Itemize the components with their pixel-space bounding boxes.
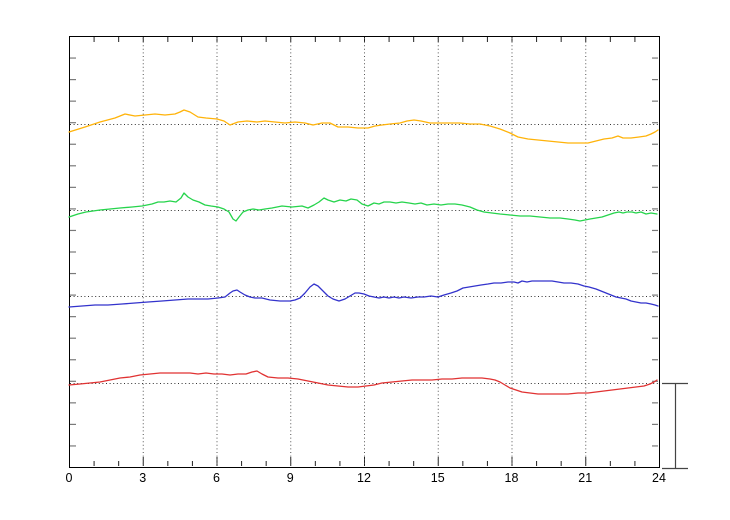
x-tick-label-3: 3 bbox=[139, 471, 147, 485]
x-tick-label-0: 0 bbox=[65, 471, 73, 485]
trace-H-line bbox=[68, 192, 658, 222]
trace-D-line bbox=[68, 280, 659, 308]
trace-Z-line bbox=[68, 370, 658, 395]
x-tick-label-24: 24 bbox=[652, 471, 666, 485]
trace-F-line bbox=[68, 109, 659, 144]
x-tick-label-21: 21 bbox=[578, 471, 593, 485]
x-tick-label-18: 18 bbox=[504, 471, 519, 485]
plot-frame bbox=[69, 36, 660, 468]
x-tick-label-12: 12 bbox=[357, 471, 371, 485]
x-tick-label-6: 6 bbox=[213, 471, 220, 485]
plotted-at-note bbox=[712, 322, 730, 482]
x-tick-label-9: 9 bbox=[286, 471, 294, 485]
x-tick-label-15: 15 bbox=[430, 471, 445, 485]
